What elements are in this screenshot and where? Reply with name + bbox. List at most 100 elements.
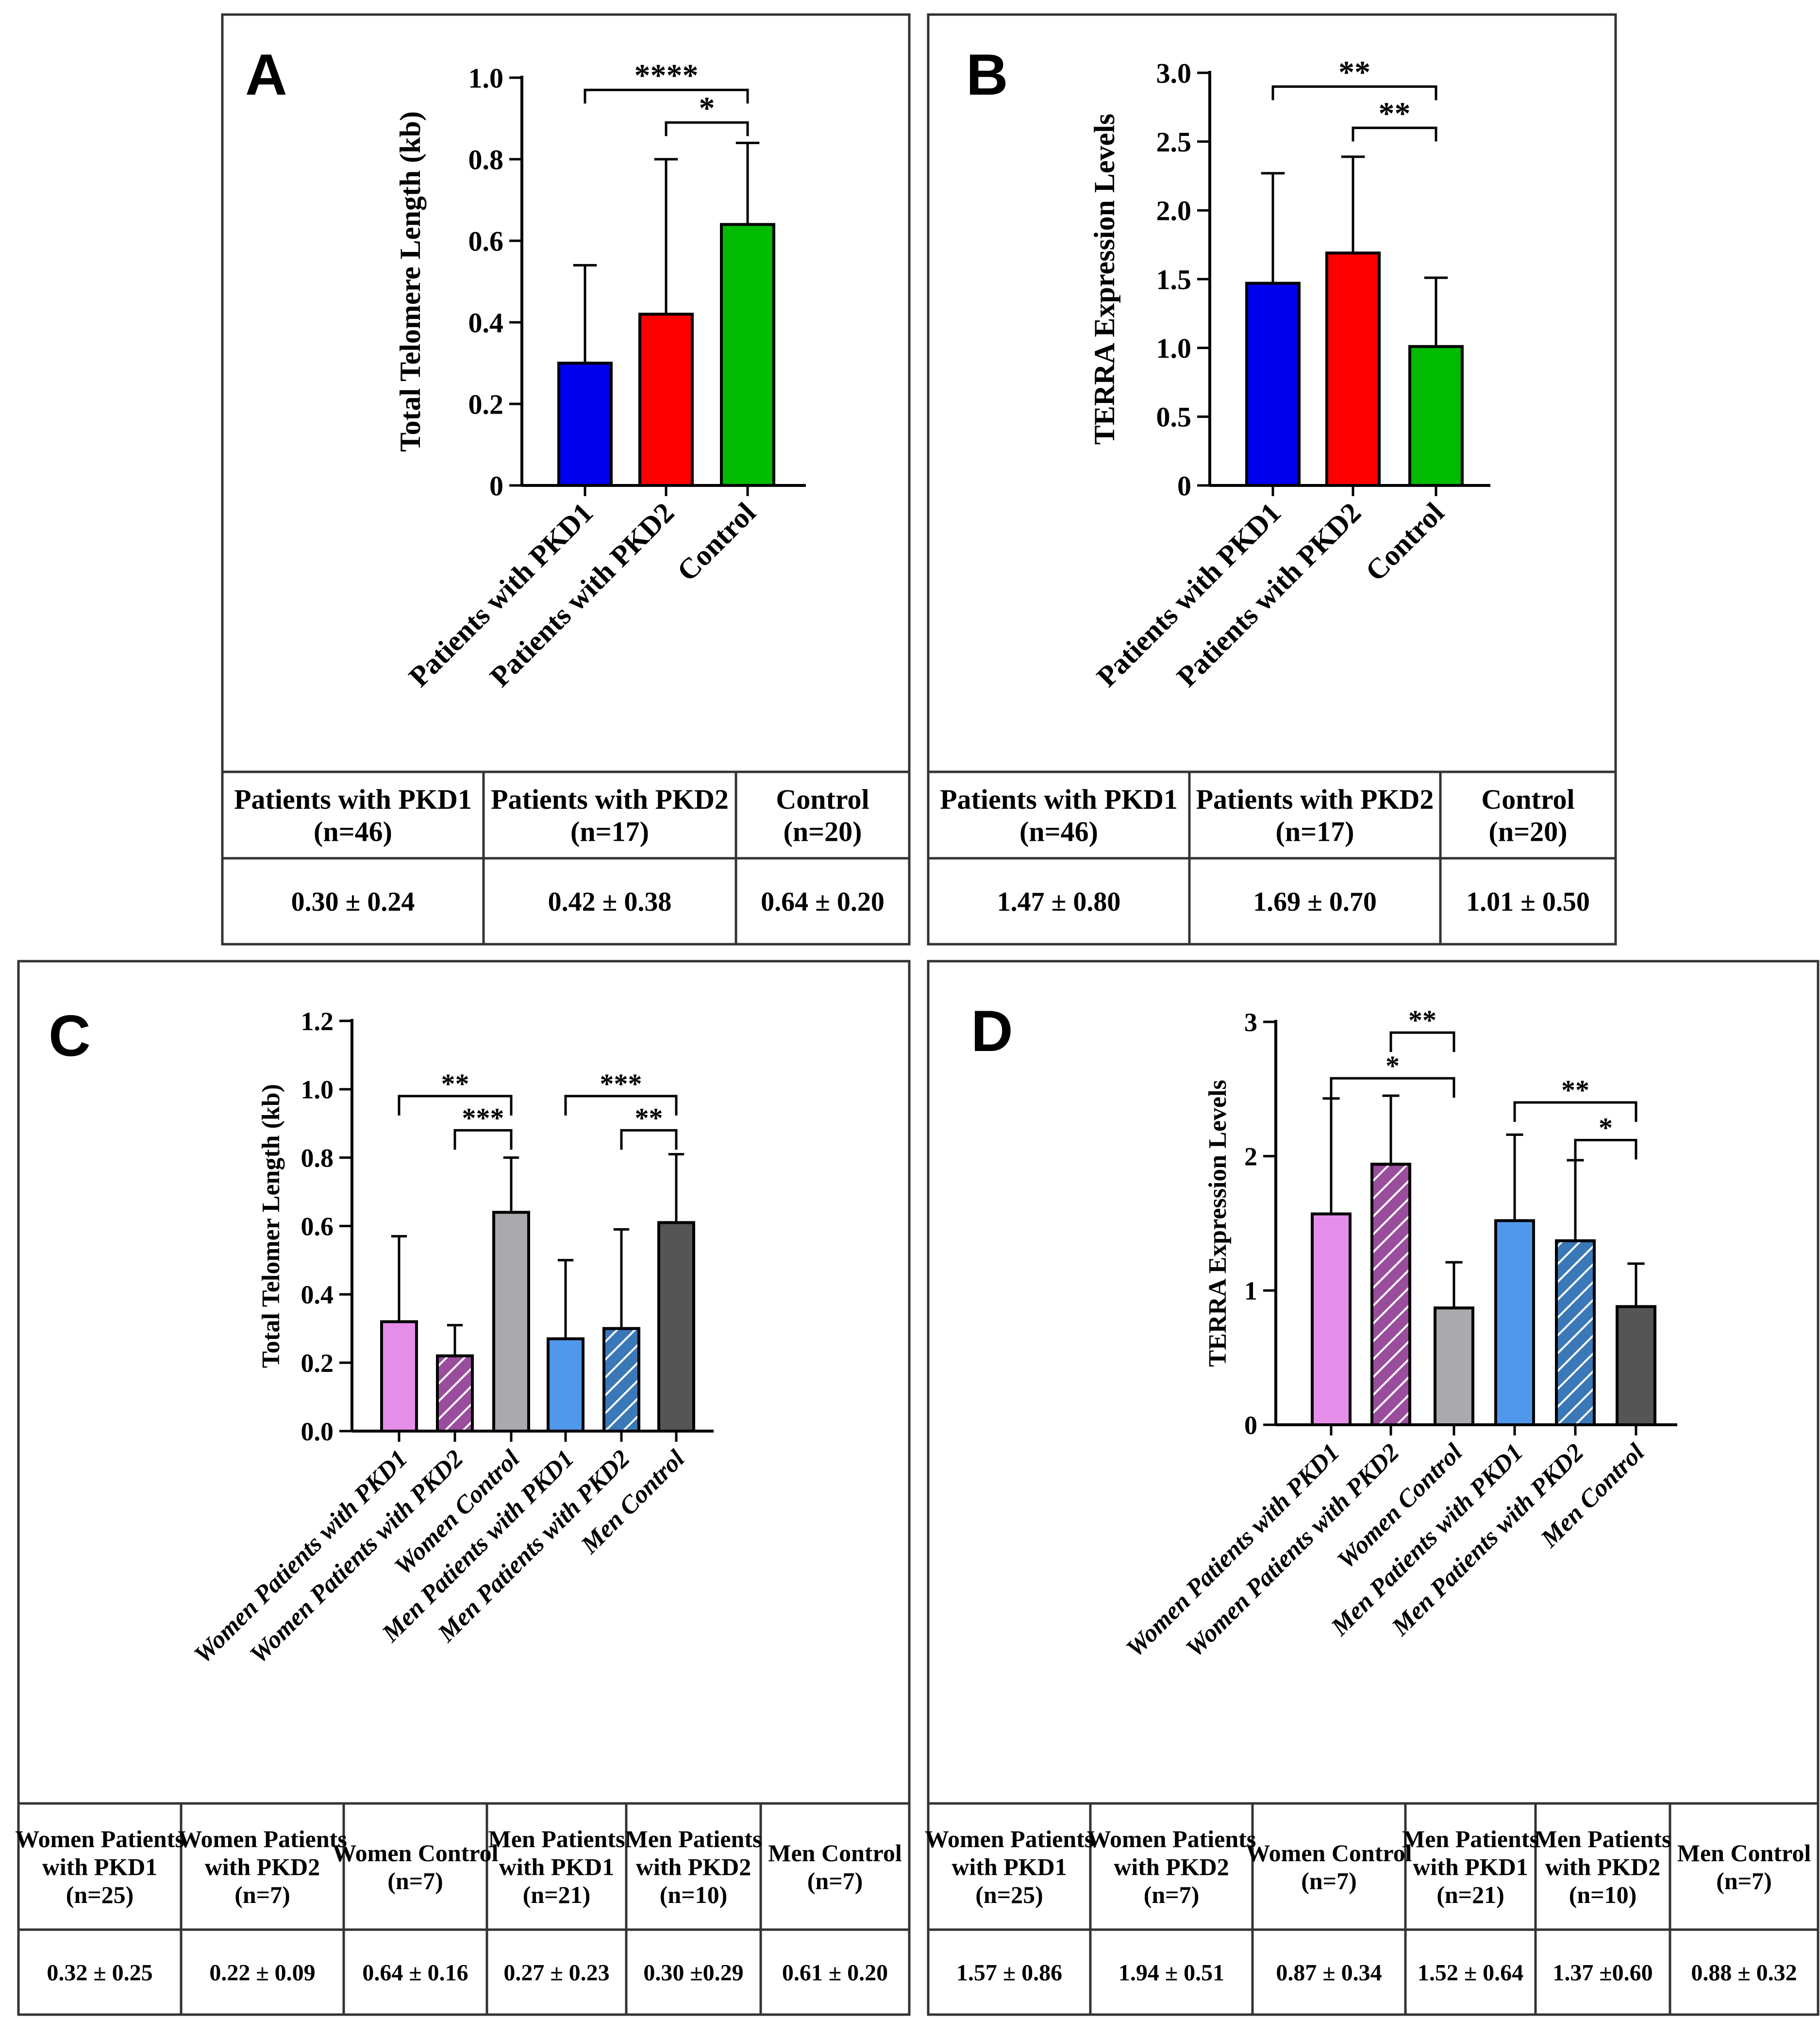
significance-bracket — [453, 1129, 513, 1150]
table-value-cell: 0.64 ± 0.16 — [362, 1960, 468, 1985]
y-axis-label: TERRA Expression Levels — [1204, 1080, 1232, 1367]
panel-letter: A — [245, 42, 287, 107]
table-header-cell: Control — [776, 784, 869, 815]
significance-bracket — [1513, 1101, 1637, 1122]
table-header-cell: Patients with PKD1 — [940, 784, 1178, 815]
table-value-cell: 1.47 ± 0.80 — [997, 887, 1121, 917]
table-value-cell: 0.22 ± 0.09 — [209, 1960, 315, 1985]
table-header-cell: (n=7) — [1144, 1881, 1200, 1908]
panel-frame — [927, 13, 1617, 946]
table-value-cell: 1.01 ± 0.50 — [1466, 887, 1590, 917]
panel-d: D 0 1 2 3 TERRA Expression Levels Women Patien… — [925, 960, 1820, 2016]
category-label: Control — [671, 497, 762, 587]
table-header-cell: (n=25) — [975, 1881, 1043, 1908]
y-tick-label: 0.4 — [301, 1280, 334, 1309]
table-header-cell: (n=17) — [570, 816, 649, 848]
table-header-cell: Men Control — [1677, 1839, 1811, 1867]
table-header-cell: (n=46) — [314, 816, 392, 848]
table-header-cell: Women Control — [332, 1839, 498, 1867]
bar — [1494, 1219, 1535, 1426]
panel-frame — [17, 960, 911, 2016]
significance-bracket — [1271, 85, 1437, 100]
panel-letter: B — [966, 42, 1008, 107]
bar-hatch — [1555, 1239, 1596, 1426]
y-tick-label: 0.4 — [468, 307, 504, 338]
bar-hatch — [436, 1354, 474, 1433]
table-header-cell: with PKD2 — [205, 1853, 320, 1881]
table-header-cell: Men Patients — [488, 1825, 625, 1852]
y-tick-label: 2.0 — [1156, 195, 1192, 227]
panel-frame — [927, 960, 1820, 2016]
table-header-cell: Women Patients — [178, 1825, 347, 1852]
significance-bracket — [564, 1095, 678, 1116]
table-value-cell: 0.42 ± 0.38 — [548, 887, 672, 917]
bar — [1311, 1212, 1352, 1426]
table-header-cell: Men Patients — [1535, 1825, 1671, 1852]
y-tick-label: 2 — [1244, 1142, 1257, 1171]
significance-bracket — [584, 88, 749, 104]
y-tick-label: 0 — [489, 470, 503, 501]
y-axis-label: Total Telomere Length (kb) — [394, 111, 426, 452]
bar — [492, 1211, 530, 1433]
table-header-cell: (n=20) — [1489, 816, 1568, 848]
table-value-cell: 0.32 ± 0.25 — [47, 1960, 152, 1985]
table-header-cell: (n=25) — [66, 1881, 134, 1908]
table-value-cell: 0.30 ± 0.24 — [291, 887, 415, 917]
y-tick-label: 3 — [1244, 1008, 1257, 1037]
table-header-cell: with PKD2 — [1545, 1853, 1661, 1881]
significance-label: ** — [1408, 1004, 1436, 1036]
bar — [1408, 345, 1464, 487]
significance-label: ** — [1379, 96, 1411, 131]
table-value-cell: 0.88 ± 0.32 — [1691, 1960, 1797, 1985]
table-header-cell: (n=7) — [387, 1867, 443, 1894]
table-value-cell: 0.27 ± 0.23 — [503, 1960, 609, 1985]
table-header-cell: (n=7) — [234, 1881, 290, 1908]
y-axis-label: TERRA Expression Levels — [1088, 114, 1120, 445]
bar — [380, 1320, 418, 1433]
table-header-cell: (n=46) — [1019, 816, 1098, 848]
table-header-cell: Women Patients — [1087, 1825, 1256, 1852]
y-tick-label: 0.6 — [301, 1212, 334, 1241]
table-header-cell: with PKD1 — [499, 1853, 615, 1881]
table-value-cell: 0.64 ± 0.20 — [761, 887, 885, 917]
table-value-cell: 1.52 ± 0.64 — [1418, 1960, 1523, 1985]
y-tick-label: 1.2 — [301, 1007, 334, 1036]
y-tick-label: 2.5 — [1156, 126, 1192, 158]
table-header-cell: Men Patients — [1402, 1825, 1539, 1852]
y-tick-label: 0 — [1177, 470, 1191, 501]
y-tick-label: 1.5 — [1156, 264, 1192, 295]
table-header-cell: (n=21) — [523, 1881, 591, 1908]
table-header-cell: (n=7) — [1301, 1867, 1357, 1894]
significance-bracket — [1389, 1031, 1455, 1052]
bar-hatch — [1370, 1163, 1411, 1426]
table-header-cell: Women Control — [1246, 1839, 1412, 1867]
bar — [720, 223, 775, 487]
table-header-cell: Women Patients — [925, 1825, 1094, 1852]
table-value-cell: 0.87 ± 0.34 — [1276, 1960, 1382, 1985]
bar — [1245, 282, 1301, 487]
table-header-cell: (n=10) — [1569, 1881, 1637, 1908]
y-tick-label: 1.0 — [1156, 333, 1192, 364]
bar — [1616, 1305, 1656, 1427]
table-header-cell: with PKD1 — [42, 1853, 158, 1881]
panel-letter: C — [49, 1003, 91, 1068]
table-header-cell: Control — [1481, 784, 1574, 815]
y-tick-label: 1.0 — [468, 62, 504, 94]
significance-label: **** — [634, 58, 699, 93]
table-value-cell: 1.37 ±0.60 — [1553, 1960, 1653, 1985]
table-header-cell: with PKD1 — [1413, 1853, 1528, 1881]
table-header-cell: Men Control — [768, 1839, 902, 1867]
table-value-cell: 1.69 ± 0.70 — [1253, 887, 1377, 917]
category-label: Women Patients with PKD1 — [189, 1445, 413, 1669]
y-tick-label: 1.0 — [301, 1075, 334, 1104]
category-label: Control — [1359, 497, 1450, 587]
table-value-cell: 0.61 ± 0.20 — [782, 1960, 888, 1985]
significance-label: *** — [462, 1102, 504, 1134]
significance-bracket — [398, 1095, 513, 1116]
panel-a: A 0 0.2 0.4 0.6 0.8 1.0 Total Telomere Length (… — [221, 13, 911, 946]
panel-letter: D — [971, 999, 1013, 1064]
y-tick-label: 0.2 — [301, 1349, 334, 1378]
significance-label: *** — [600, 1068, 642, 1100]
bar — [1434, 1306, 1474, 1427]
